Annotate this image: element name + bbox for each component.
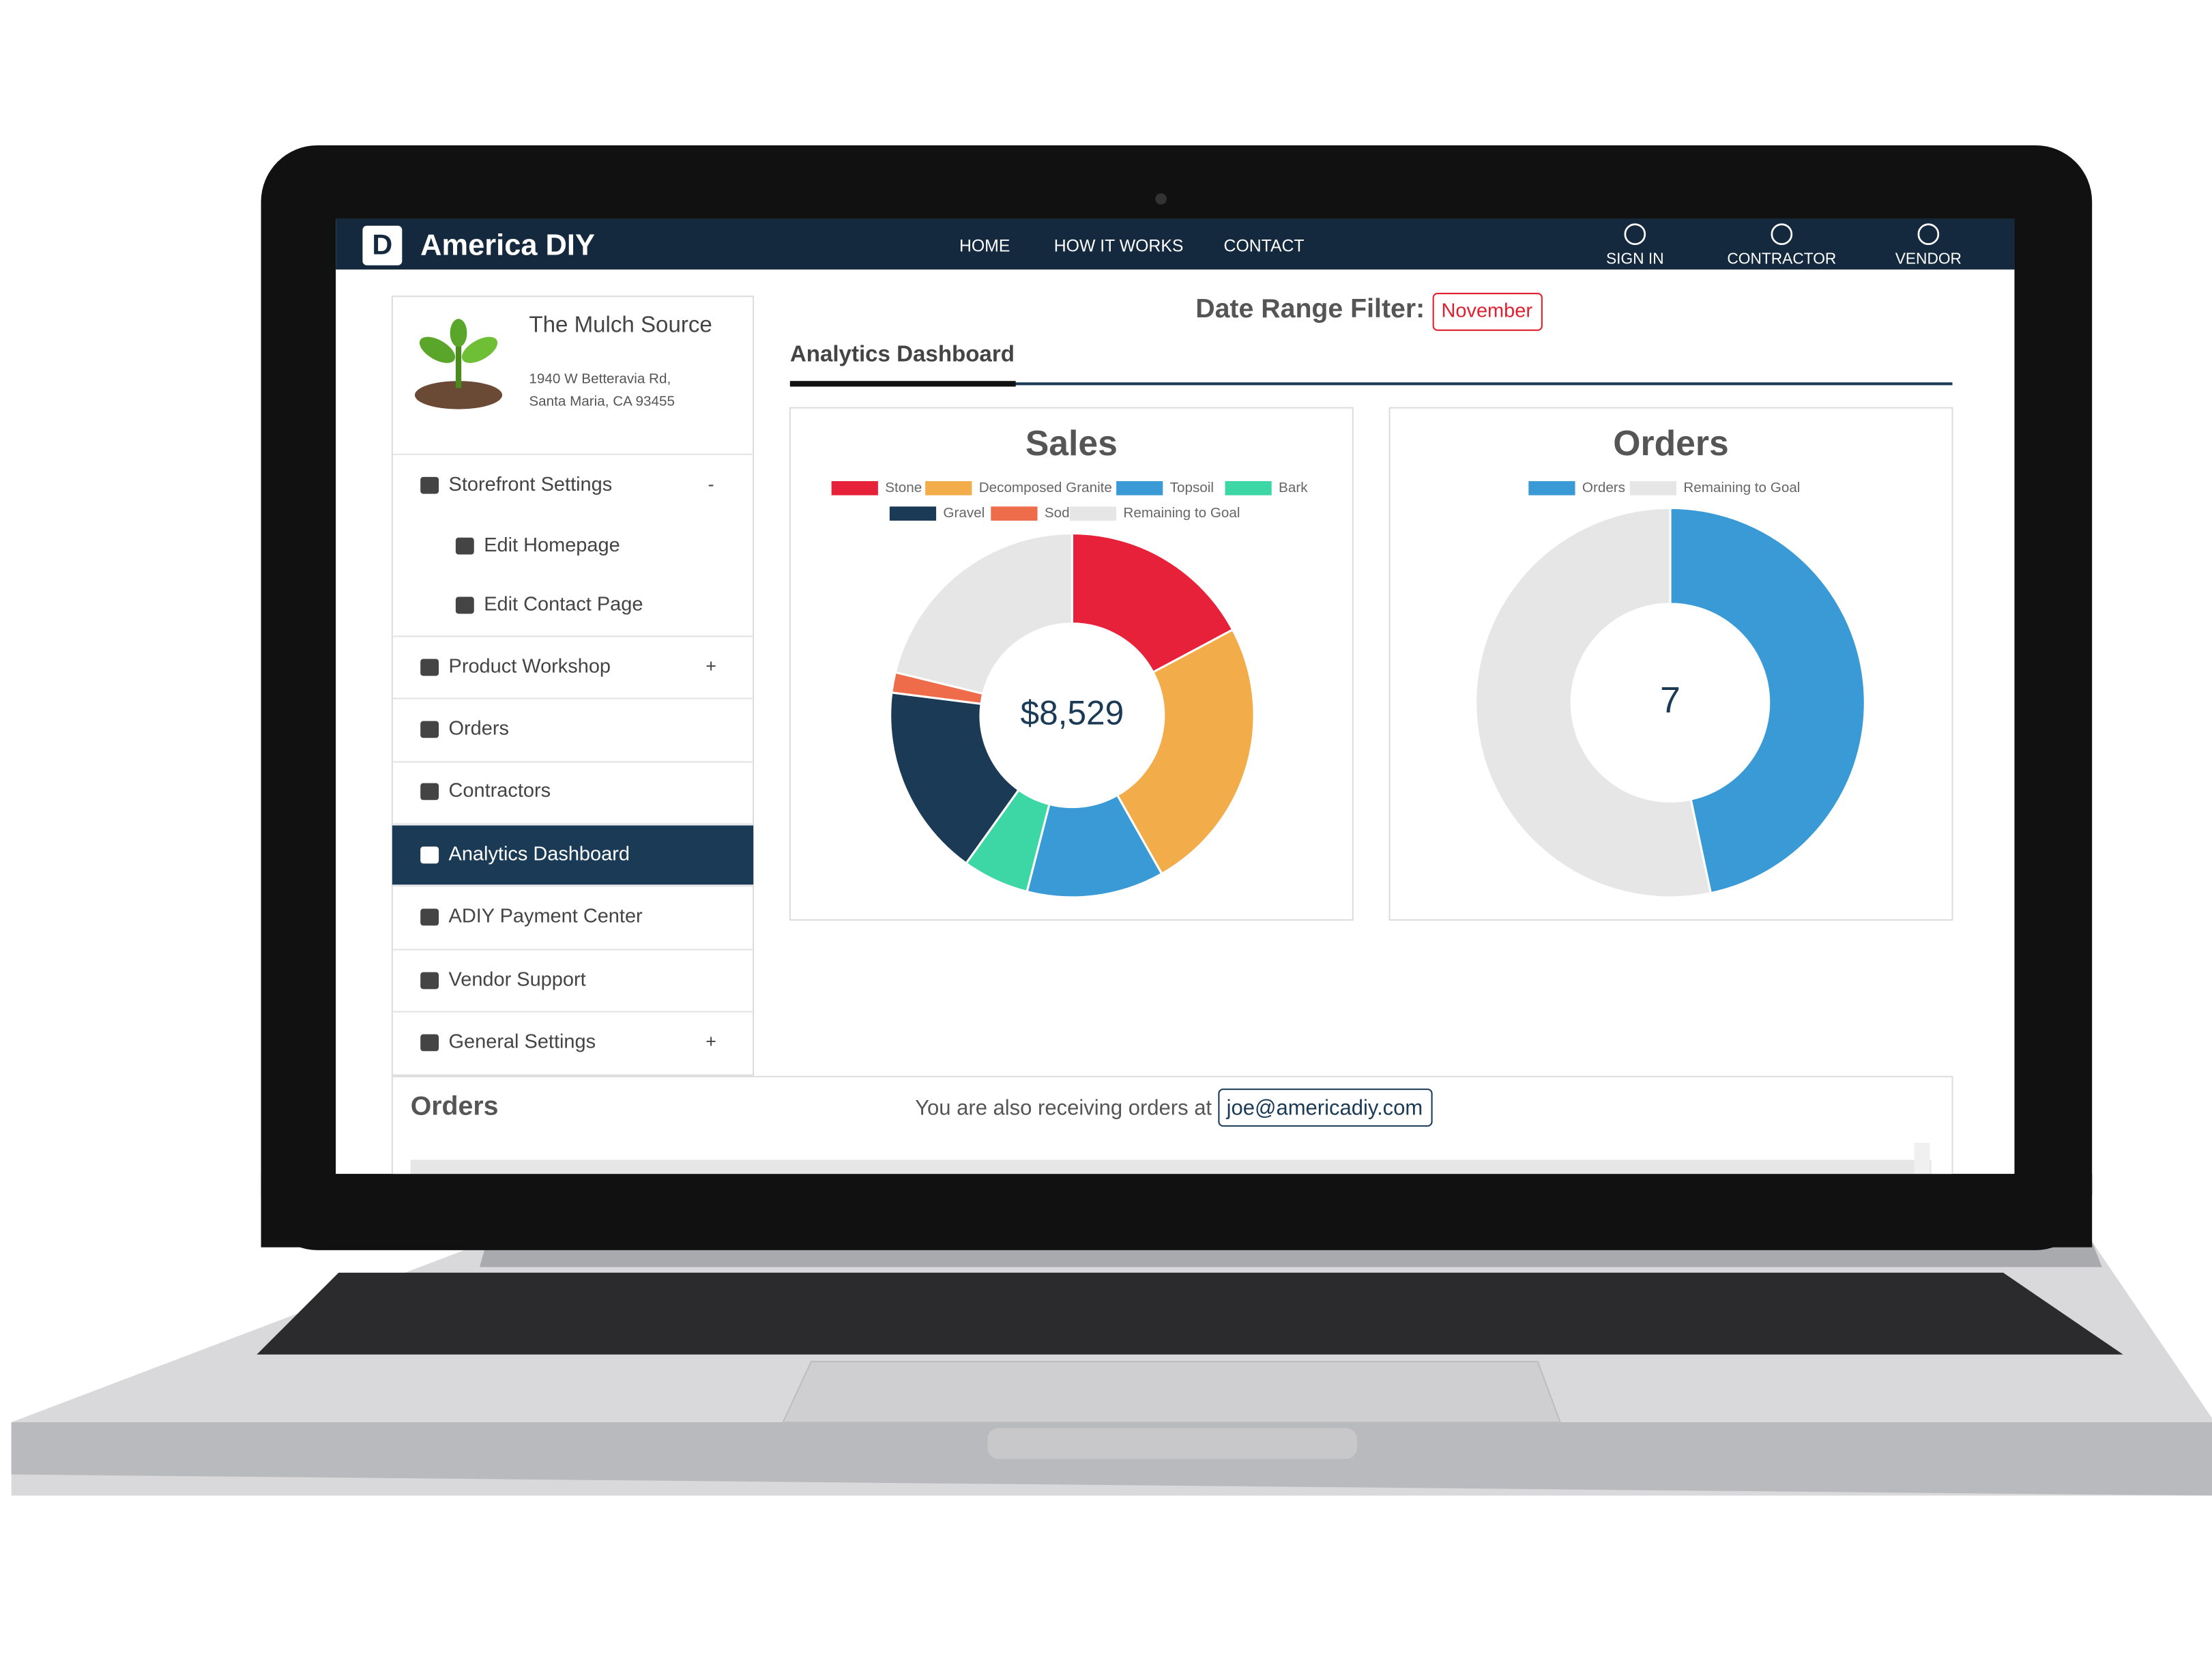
donut-segment: [889, 691, 1021, 865]
store-address: 1940 W Betteravia Rd,: [529, 371, 671, 387]
camera: [1155, 193, 1167, 205]
nav-link[interactable]: HOME: [959, 237, 1010, 255]
email-box: [1218, 1089, 1433, 1127]
sidebar-toggle[interactable]: -: [708, 474, 714, 494]
sidebar-icon: [455, 537, 474, 555]
sidebar-toggle[interactable]: +: [705, 656, 716, 676]
laptop-base: [11, 1241, 2212, 1496]
legend-label: Sod: [1045, 505, 1070, 521]
donut-segment: [1025, 794, 1163, 899]
store-address: Santa Maria, CA 93455: [529, 394, 675, 409]
chart-title: Orders: [1613, 423, 1728, 463]
nav-action[interactable]: SIGN IN: [1606, 249, 1664, 267]
section-rule-active: [789, 381, 1016, 387]
plant-icon: [414, 319, 503, 409]
legend-label: Gravel: [943, 505, 985, 521]
donut-segment: [1669, 506, 1866, 895]
legend-swatch: [925, 481, 972, 495]
sidebar-item[interactable]: Storefront Settings: [449, 474, 613, 495]
sidebar-icon: [420, 846, 439, 864]
legend-swatch: [1069, 506, 1117, 521]
sidebar-item[interactable]: Contractors: [449, 780, 551, 802]
store-name: The Mulch Source: [529, 312, 712, 337]
legend-label: Remaining to Goal: [1683, 480, 1800, 495]
sidebar-item[interactable]: General Settings: [449, 1031, 596, 1053]
donut-segment: [894, 532, 1073, 695]
sidebar-item[interactable]: Edit Contact Page: [484, 594, 643, 616]
logo-mark: D: [372, 229, 392, 261]
section-title: Analytics Dashboard: [790, 342, 1015, 367]
orders-email: joe@americadiy.com: [1226, 1095, 1423, 1119]
scrollbar[interactable]: [1914, 1142, 1930, 1174]
sidebar-icon: [420, 908, 439, 926]
sidebar-item[interactable]: ADIY Payment Center: [449, 906, 643, 927]
nav-action[interactable]: VENDOR: [1895, 249, 1962, 267]
sidebar-item[interactable]: Edit Homepage: [484, 534, 620, 556]
nav-icon[interactable]: [1771, 223, 1793, 246]
legend-swatch: [1629, 481, 1676, 495]
sidebar-icon: [420, 721, 439, 738]
legend-label: Remaining to Goal: [1123, 505, 1240, 521]
legend-swatch: [1528, 481, 1575, 495]
legend-label: Bark: [1279, 480, 1308, 495]
nav-icon[interactable]: [1917, 223, 1940, 246]
nav-action[interactable]: CONTRACTOR: [1727, 249, 1836, 267]
nav-link[interactable]: HOW IT WORKS: [1054, 237, 1184, 255]
filter-value[interactable]: November: [1441, 300, 1532, 322]
sidebar-item[interactable]: Product Workshop: [449, 656, 611, 678]
sidebar-icon: [420, 476, 439, 494]
brand: America DIY: [420, 229, 595, 261]
sidebar-icon: [420, 1034, 439, 1052]
legend-swatch: [1225, 481, 1272, 495]
chart-title: Sales: [1025, 423, 1118, 463]
legend-swatch: [991, 506, 1038, 521]
legend-label: Decomposed Granite: [979, 480, 1112, 495]
donut-segment: [1116, 628, 1255, 876]
sidebar-item[interactable]: Orders: [449, 718, 509, 740]
legend-swatch: [1116, 481, 1163, 495]
sidebar-item[interactable]: Analytics Dashboard: [449, 844, 630, 865]
filter-label: Date Range Filter:: [1195, 293, 1425, 323]
bezel-bottom: [261, 1174, 2093, 1248]
sidebar-toggle[interactable]: +: [705, 1031, 716, 1052]
nav-link[interactable]: CONTACT: [1224, 237, 1305, 255]
sidebar: [391, 296, 755, 1076]
nav-icon[interactable]: [1624, 223, 1646, 246]
sidebar-icon: [420, 972, 439, 990]
logo: [362, 225, 403, 265]
filter-box[interactable]: [1432, 293, 1543, 331]
legend-label: Orders: [1582, 480, 1625, 495]
donut-center-label: 7: [1660, 680, 1680, 721]
legend-swatch: [889, 506, 937, 521]
legend-label: Stone: [885, 480, 922, 495]
sidebar-icon: [420, 783, 439, 801]
donut-segment: [1474, 506, 1713, 899]
orders-notice: You are also receiving orders at: [915, 1095, 1212, 1119]
sidebar-icon: [455, 596, 474, 614]
orders-table-header: [410, 1159, 1932, 1174]
navbar: [336, 218, 2015, 270]
legend-swatch: [831, 481, 878, 495]
sidebar-icon: [420, 659, 439, 676]
sidebar-item[interactable]: Vendor Support: [449, 969, 586, 991]
orders-title: Orders: [411, 1091, 499, 1121]
sidebar-active[interactable]: [392, 825, 754, 885]
donut-segment: [1071, 532, 1234, 674]
donut-center-label: $8,529: [1021, 693, 1124, 732]
section-rule: [789, 382, 1953, 386]
legend-label: Topsoil: [1170, 480, 1214, 495]
